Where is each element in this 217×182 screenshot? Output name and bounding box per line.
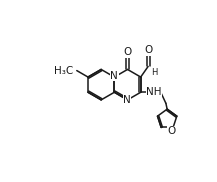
Text: NH: NH (146, 87, 162, 97)
Text: H₃C: H₃C (54, 66, 74, 76)
Text: O: O (168, 126, 176, 136)
Text: O: O (144, 45, 152, 55)
Text: N: N (110, 71, 118, 81)
Text: H: H (151, 68, 158, 77)
Text: O: O (123, 48, 132, 58)
Text: N: N (123, 95, 131, 105)
